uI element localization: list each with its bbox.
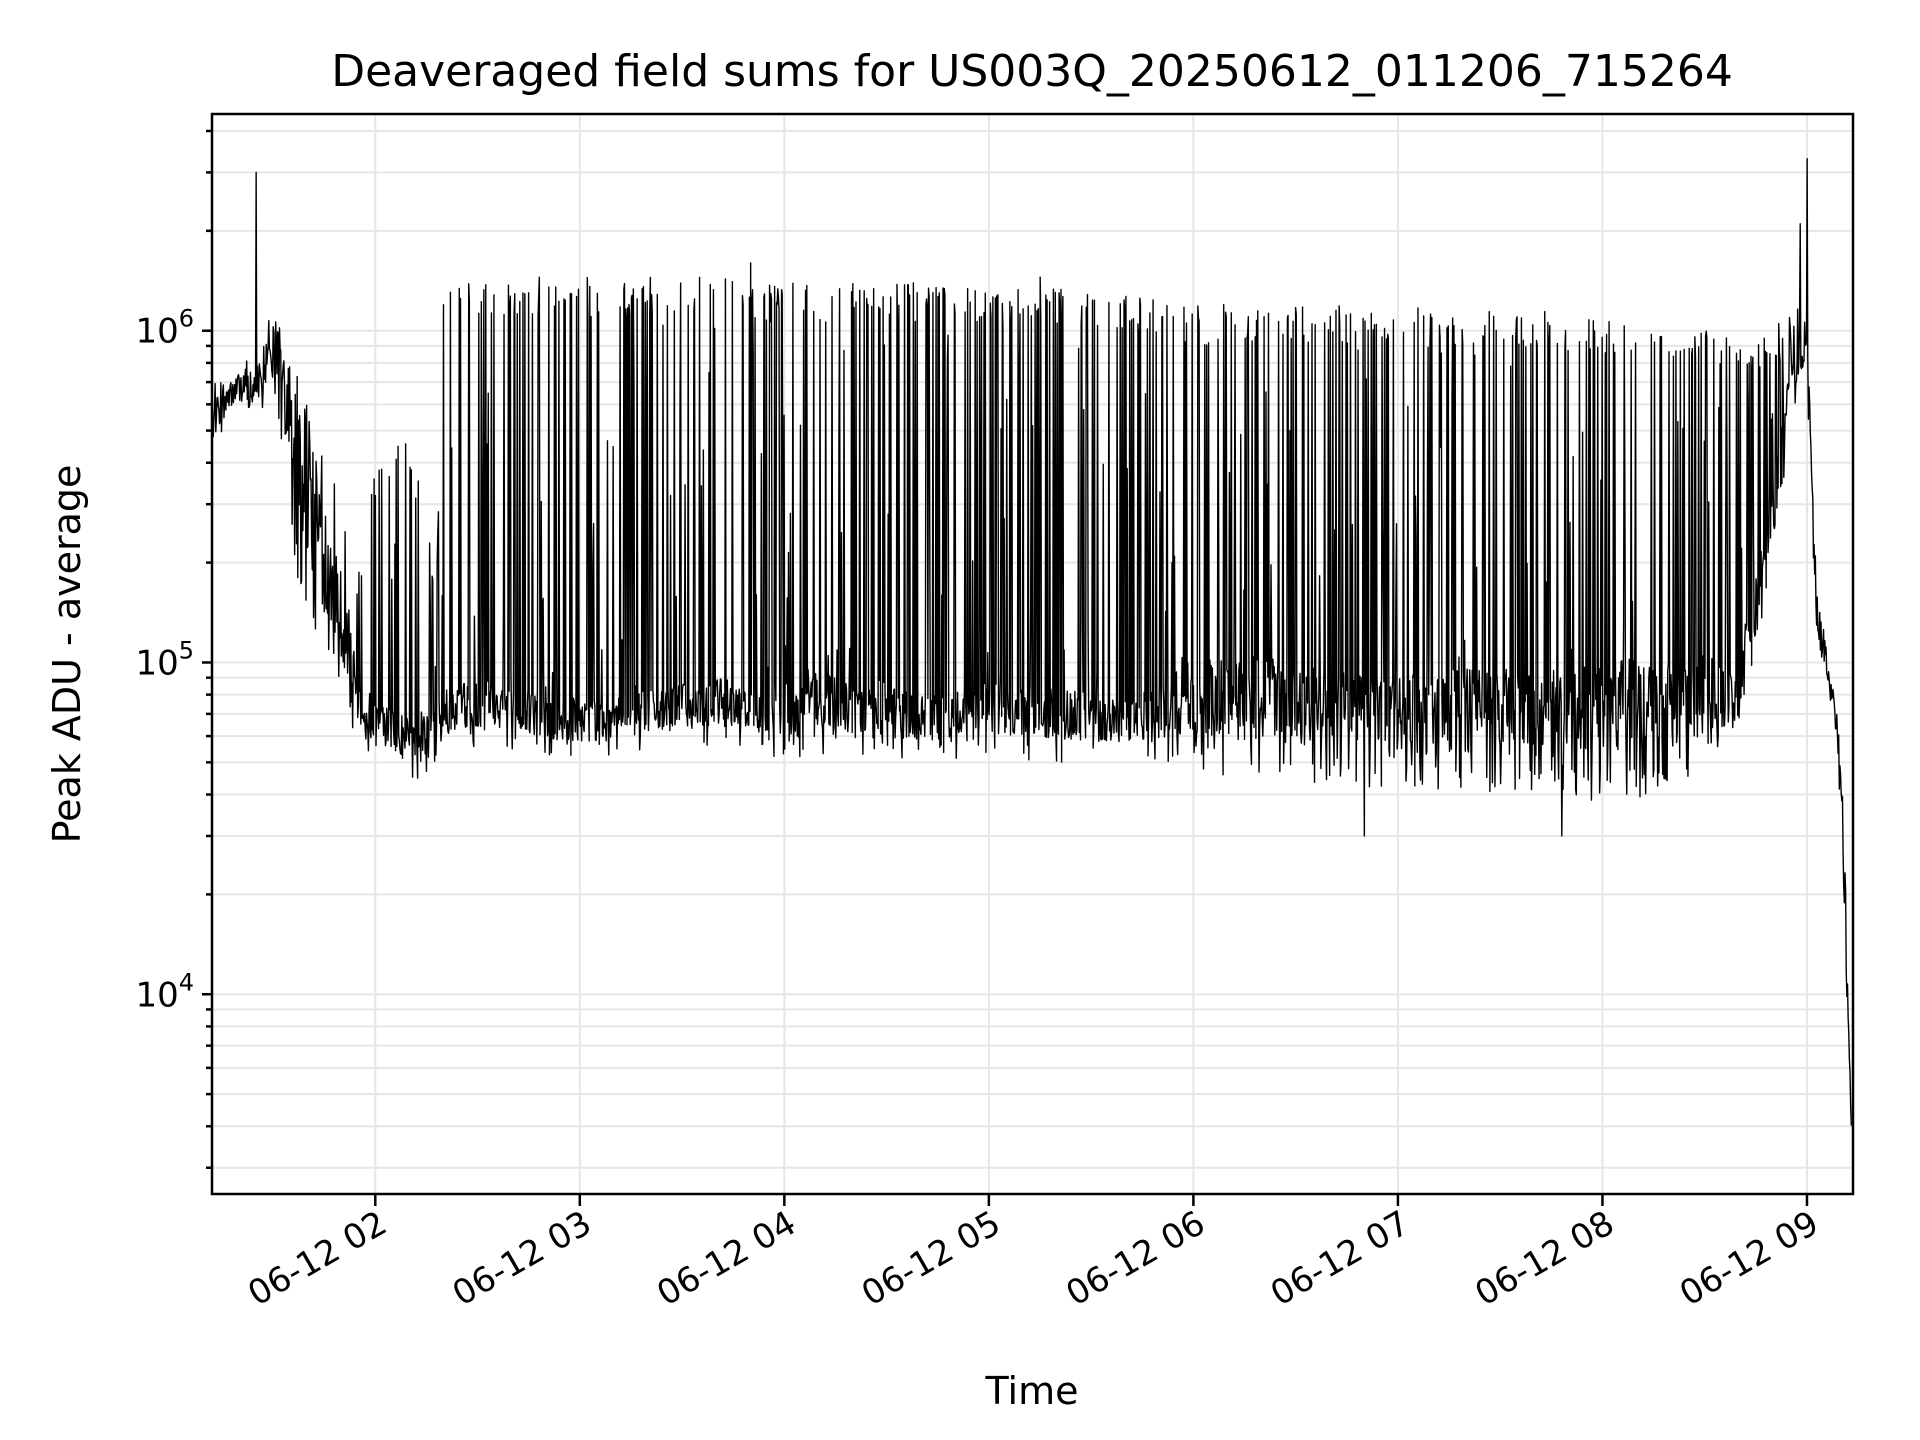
x-tick-label: 06-12 09 [1673, 1203, 1825, 1314]
y-axis: 104 105 106 [135, 129, 212, 1169]
x-tick-label: 06-12 06 [1060, 1203, 1212, 1314]
x-tick-label: 06-12 05 [855, 1203, 1007, 1314]
plot-area [211, 157, 1852, 1126]
x-tick-label: 06-12 02 [241, 1203, 393, 1314]
x-axis-label: Time [985, 1369, 1079, 1413]
x-tick-label: 06-12 08 [1469, 1203, 1621, 1314]
y-tick-label: 105 [135, 636, 194, 683]
x-tick-label: 06-12 03 [446, 1203, 598, 1314]
series-line [211, 157, 1852, 1126]
x-tick-label: 06-12 04 [650, 1203, 802, 1314]
x-tick-label: 06-12 07 [1264, 1203, 1416, 1314]
y-tick-label: 104 [135, 968, 194, 1015]
chart-title: Deaveraged field sums for US003Q_2025061… [331, 46, 1733, 97]
y-tick-label: 106 [135, 305, 194, 352]
y-axis-label: Peak ADU - average [45, 465, 89, 844]
axes-frame [210, 112, 1855, 1196]
x-axis: 06-12 02 06-12 03 06-12 04 06-12 05 06-12 06… [241, 1194, 1825, 1314]
